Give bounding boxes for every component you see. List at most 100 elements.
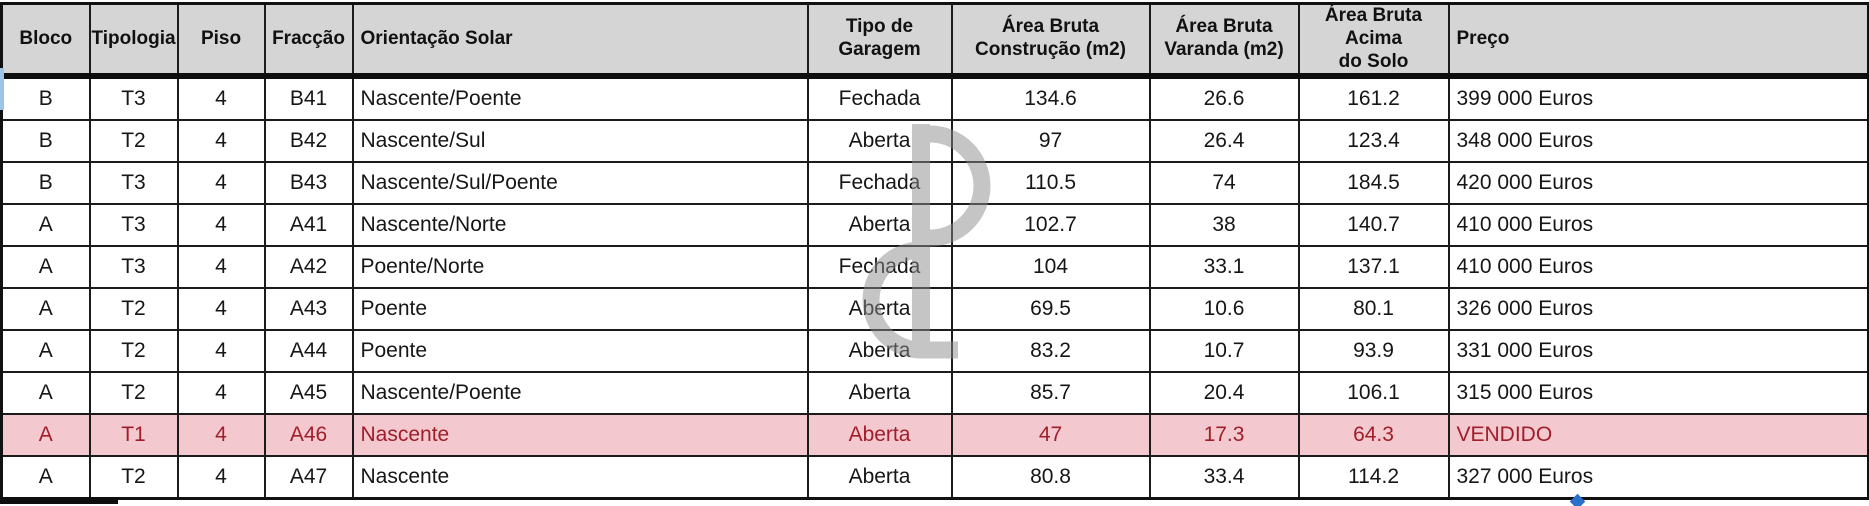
cell-garagem: Fechada xyxy=(806,245,953,290)
cell-area_acima_solo: 64.3 xyxy=(1297,413,1450,458)
cell-tipologia: T3 xyxy=(88,203,179,248)
cell-garagem: Aberta xyxy=(806,413,953,458)
cell-tipologia: T2 xyxy=(88,455,179,500)
table-row: A T3 4 A42 Poente/Norte Fechada 104 33.1 137.1 41… xyxy=(0,245,1869,290)
column-header-bloco: Bloco xyxy=(0,2,91,80)
thick-border-segment xyxy=(0,497,118,504)
table-row: A T3 4 A41 Nascente/Norte Aberta 102.7 38 140.7 4… xyxy=(0,203,1869,248)
cell-preco: 327 000 Euros xyxy=(1447,455,1869,500)
cell-area_acima_solo: 93.9 xyxy=(1297,329,1450,374)
table-row: A T2 4 A43 Poente Aberta 69.5 10.6 80.1 326 000 E… xyxy=(0,287,1869,332)
cell-area_varanda: 10.6 xyxy=(1148,287,1300,332)
selection-edge-artifact xyxy=(0,68,4,110)
cell-orientacao: Poente xyxy=(351,329,809,374)
column-header-fraccao: Fracção xyxy=(263,2,354,80)
cell-orientacao: Nascente/Sul xyxy=(351,119,809,164)
cell-area_varanda: 26.6 xyxy=(1148,75,1300,122)
cell-area_acima_solo: 106.1 xyxy=(1297,371,1450,416)
cell-area_acima_solo: 114.2 xyxy=(1297,455,1450,500)
cell-area_acima_solo: 80.1 xyxy=(1297,287,1450,332)
table-header: Bloco Tipologia Piso Fracção Orientação Sola… xyxy=(0,2,1869,80)
cell-orientacao: Poente/Norte xyxy=(351,245,809,290)
cell-area_construcao: 102.7 xyxy=(950,203,1151,248)
cell-tipologia: T2 xyxy=(88,371,179,416)
cell-bloco: B xyxy=(0,119,91,164)
cell-garagem: Aberta xyxy=(806,203,953,248)
cell-area_construcao: 104 xyxy=(950,245,1151,290)
column-header-piso: Piso xyxy=(176,2,266,80)
cell-piso: 4 xyxy=(176,203,266,248)
cell-area_varanda: 17.3 xyxy=(1148,413,1300,458)
cell-piso: 4 xyxy=(176,119,266,164)
cell-piso: 4 xyxy=(176,371,266,416)
cell-fraccao: B42 xyxy=(263,119,354,164)
cell-preco: VENDIDO xyxy=(1447,413,1869,458)
cell-area_acima_solo: 137.1 xyxy=(1297,245,1450,290)
cell-fraccao: B41 xyxy=(263,75,354,122)
cell-tipologia: T3 xyxy=(88,245,179,290)
cell-area_construcao: 97 xyxy=(950,119,1151,164)
column-header-area_construcao: Área Bruta Construção (m2) xyxy=(950,2,1151,80)
cell-fraccao: A41 xyxy=(263,203,354,248)
cell-area_construcao: 47 xyxy=(950,413,1151,458)
cell-preco: 410 000 Euros xyxy=(1447,245,1869,290)
cell-orientacao: Nascente/Sul/Poente xyxy=(351,161,809,206)
cell-area_varanda: 33.4 xyxy=(1148,455,1300,500)
column-header-preco: Preço xyxy=(1447,2,1869,80)
cell-preco: 399 000 Euros xyxy=(1447,75,1869,122)
cell-orientacao: Nascente xyxy=(351,413,809,458)
cell-piso: 4 xyxy=(176,455,266,500)
cell-area_construcao: 85.7 xyxy=(950,371,1151,416)
cell-area_acima_solo: 161.2 xyxy=(1297,75,1450,122)
cell-area_acima_solo: 140.7 xyxy=(1297,203,1450,248)
cell-area_varanda: 26.4 xyxy=(1148,119,1300,164)
cell-tipologia: T3 xyxy=(88,75,179,122)
cell-tipologia: T2 xyxy=(88,287,179,332)
cell-area_varanda: 10.7 xyxy=(1148,329,1300,374)
table-row: A T2 4 A47 Nascente Aberta 80.8 33.4 114.2 327 00… xyxy=(0,455,1869,500)
header-row: Bloco Tipologia Piso Fracção Orientação Sola… xyxy=(0,2,1869,80)
cell-fraccao: A47 xyxy=(263,455,354,500)
cell-area_varanda: 33.1 xyxy=(1148,245,1300,290)
cell-garagem: Aberta xyxy=(806,119,953,164)
column-header-area_acima_solo: Área Bruta Acima do Solo xyxy=(1297,2,1450,80)
cell-fraccao: A44 xyxy=(263,329,354,374)
cell-orientacao: Nascente xyxy=(351,455,809,500)
cell-bloco: A xyxy=(0,287,91,332)
cell-preco: 348 000 Euros xyxy=(1447,119,1869,164)
cell-preco: 326 000 Euros xyxy=(1447,287,1869,332)
cell-garagem: Aberta xyxy=(806,287,953,332)
column-header-orientacao: Orientação Solar xyxy=(351,2,809,80)
table-row: B T2 4 B42 Nascente/Sul Aberta 97 26.4 123.4 348 … xyxy=(0,119,1869,164)
cell-preco: 331 000 Euros xyxy=(1447,329,1869,374)
cell-garagem: Fechada xyxy=(806,161,953,206)
cell-bloco: B xyxy=(0,161,91,206)
column-header-garagem: Tipo de Garagem xyxy=(806,2,953,80)
cell-orientacao: Nascente/Poente xyxy=(351,75,809,122)
cell-garagem: Aberta xyxy=(806,329,953,374)
cell-area_acima_solo: 123.4 xyxy=(1297,119,1450,164)
cell-bloco: A xyxy=(0,371,91,416)
cell-area_construcao: 80.8 xyxy=(950,455,1151,500)
table-row: B T3 4 B43 Nascente/Sul/Poente Fechada 110.5 74… xyxy=(0,161,1869,206)
cell-fraccao: A46 xyxy=(263,413,354,458)
cell-piso: 4 xyxy=(176,413,266,458)
cell-piso: 4 xyxy=(176,245,266,290)
table-row: B T3 4 B41 Nascente/Poente Fechada 134.6 26.6 16… xyxy=(0,75,1869,122)
cell-bloco: B xyxy=(0,75,91,122)
cell-garagem: Fechada xyxy=(806,75,953,122)
cell-tipologia: T2 xyxy=(88,329,179,374)
cell-fraccao: A43 xyxy=(263,287,354,332)
cell-orientacao: Nascente/Poente xyxy=(351,371,809,416)
cell-area_construcao: 83.2 xyxy=(950,329,1151,374)
cell-area_construcao: 110.5 xyxy=(950,161,1151,206)
column-header-tipologia: Tipologia xyxy=(88,2,179,80)
cell-piso: 4 xyxy=(176,75,266,122)
table-body: B T3 4 B41 Nascente/Poente Fechada 134.6 26.6 16… xyxy=(0,75,1869,500)
table-row: A T2 4 A45 Nascente/Poente Aberta 85.7 20.4 106.… xyxy=(0,371,1869,416)
cell-area_varanda: 74 xyxy=(1148,161,1300,206)
cell-tipologia: T1 xyxy=(88,413,179,458)
cell-piso: 4 xyxy=(176,287,266,332)
cell-bloco: A xyxy=(0,245,91,290)
